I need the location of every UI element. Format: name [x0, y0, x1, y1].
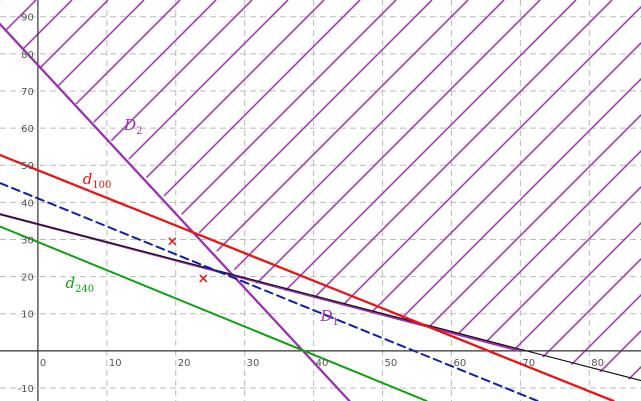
x-tick-label: 80 [591, 358, 604, 369]
x-tick-label: 40 [316, 358, 329, 369]
line-label-D1: D1 [320, 307, 339, 328]
series-line-d240 [0, 225, 428, 401]
hatch-line [498, 0, 641, 383]
hatch-line [534, 0, 641, 383]
series-line-dashed [0, 182, 539, 401]
y-tick-label: 10 [21, 310, 34, 321]
hatch-line [30, 0, 433, 383]
x-tick-label: 20 [178, 358, 191, 369]
hatch-line [426, 0, 641, 383]
y-tick-label: 70 [21, 87, 34, 98]
hatch-line [462, 0, 641, 383]
series-line-black [0, 213, 641, 382]
hatch-line [0, 0, 145, 383]
x-tick-label: 70 [522, 358, 535, 369]
x-tick-label: 60 [453, 358, 466, 369]
hatch-line [0, 0, 73, 383]
hatch-line [0, 0, 361, 383]
data-point [199, 274, 208, 283]
hatch-line [570, 0, 641, 383]
line-label-D2: D2 [123, 116, 142, 137]
x-tick-label: 0 [40, 358, 46, 369]
y-tick-label: 40 [21, 198, 34, 209]
hatch-line [0, 0, 181, 383]
hatch-line [210, 0, 613, 383]
hatch-line [174, 0, 577, 383]
hatch-line [66, 0, 469, 383]
hatch-line [0, 0, 109, 383]
line-label-d240: d240 [65, 274, 94, 295]
y-tick-label: 60 [21, 124, 34, 135]
x-tick-label: 30 [247, 358, 260, 369]
x-tick-label: 10 [109, 358, 122, 369]
series-line-d100 [0, 153, 615, 401]
points [168, 237, 208, 283]
y-tick-label: 50 [21, 161, 34, 172]
series-lines [0, 22, 641, 401]
y-tick-label: 80 [21, 50, 34, 61]
y-tick-label: 90 [21, 13, 34, 24]
hatch-line [354, 0, 641, 383]
hatch-line [0, 0, 397, 383]
y-tick-label: 30 [21, 235, 34, 246]
data-point [168, 237, 177, 246]
series-line-D2 [0, 22, 351, 401]
y-tick-label: 20 [21, 273, 34, 284]
x-tick-label: 50 [385, 358, 398, 369]
y-tick-label: -10 [18, 384, 34, 395]
tick-labels: 0 10 20 30 40 50 60 70 80 -10 10 20 30 40 50 60 70 80 90 [18, 13, 604, 395]
